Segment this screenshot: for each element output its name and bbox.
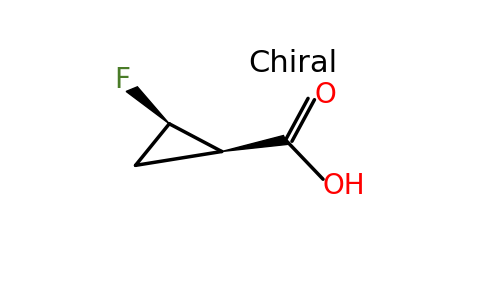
Text: OH: OH bbox=[322, 172, 365, 200]
Polygon shape bbox=[222, 136, 287, 152]
Text: F: F bbox=[114, 66, 130, 94]
Text: O: O bbox=[314, 81, 336, 109]
Text: Chiral: Chiral bbox=[248, 49, 338, 78]
Polygon shape bbox=[126, 87, 169, 124]
